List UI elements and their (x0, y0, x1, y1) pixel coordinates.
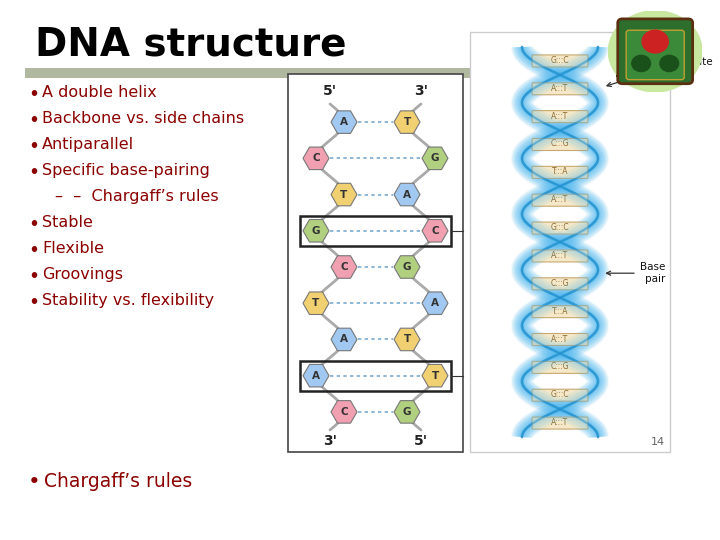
Text: Antiparallel: Antiparallel (42, 137, 134, 152)
Text: C: C (340, 262, 348, 272)
Text: Specific base-pairing: Specific base-pairing (42, 163, 210, 178)
FancyBboxPatch shape (532, 194, 588, 206)
Text: DNA structure: DNA structure (35, 25, 346, 63)
FancyBboxPatch shape (532, 278, 588, 290)
Text: A:::T: A:::T (552, 112, 569, 120)
FancyBboxPatch shape (532, 138, 588, 151)
Text: A double helix: A double helix (42, 85, 157, 100)
Text: 5': 5' (323, 84, 337, 98)
Text: •: • (28, 267, 39, 286)
Text: G:::C: G:::C (551, 390, 570, 399)
Text: G: G (402, 262, 411, 272)
Text: A:::T: A:::T (552, 334, 569, 343)
Circle shape (608, 11, 702, 92)
Text: T: T (312, 298, 320, 308)
Text: •: • (28, 111, 39, 130)
Text: A:::T: A:::T (552, 84, 569, 93)
FancyBboxPatch shape (532, 306, 588, 318)
Text: C:::G: C:::G (551, 362, 570, 372)
Text: Chargaff’s rules: Chargaff’s rules (44, 472, 192, 491)
Text: A: A (431, 298, 439, 308)
Text: •: • (28, 85, 39, 104)
Bar (288, 74, 463, 452)
FancyBboxPatch shape (532, 250, 588, 262)
FancyBboxPatch shape (618, 19, 693, 84)
FancyBboxPatch shape (532, 55, 588, 67)
Text: G:::C: G:::C (551, 56, 570, 65)
FancyBboxPatch shape (532, 83, 588, 95)
Text: 14: 14 (651, 437, 665, 447)
Circle shape (632, 55, 651, 71)
Text: •: • (28, 137, 39, 156)
FancyBboxPatch shape (532, 361, 588, 373)
Text: C: C (431, 226, 438, 236)
Text: A: A (340, 117, 348, 127)
FancyBboxPatch shape (25, 68, 665, 78)
FancyBboxPatch shape (532, 334, 588, 346)
FancyBboxPatch shape (532, 222, 588, 234)
Text: T: T (341, 190, 348, 200)
Text: Groovings: Groovings (42, 267, 123, 282)
Text: Backbone vs. side chains: Backbone vs. side chains (42, 111, 244, 126)
Text: G: G (402, 407, 411, 417)
Text: C: C (312, 153, 320, 163)
FancyBboxPatch shape (532, 417, 588, 429)
Text: A: A (312, 370, 320, 381)
Text: G: G (431, 153, 439, 163)
Text: T:::A: T:::A (552, 167, 568, 177)
Text: A:::T: A:::T (552, 251, 569, 260)
Text: 3': 3' (323, 434, 337, 448)
Bar (470, 32, 670, 452)
Text: T: T (431, 370, 438, 381)
Text: Stable: Stable (42, 215, 93, 230)
Text: 3': 3' (414, 84, 428, 98)
FancyBboxPatch shape (532, 389, 588, 401)
Text: C: C (340, 407, 348, 417)
Text: C:::G: C:::G (551, 139, 570, 148)
Text: •: • (28, 215, 39, 234)
Bar (300, 216, 451, 246)
Text: A:::T: A:::T (552, 195, 569, 204)
Text: T: T (403, 334, 410, 345)
Text: Sugar – phosphate
backbone: Sugar – phosphate backbone (607, 57, 713, 86)
Text: G:::C: G:::C (551, 223, 570, 232)
Text: –  –  Chargaff’s rules: – – Chargaff’s rules (55, 189, 219, 204)
Text: •: • (28, 472, 41, 492)
Text: •: • (28, 293, 39, 312)
Text: Stability vs. flexibility: Stability vs. flexibility (42, 293, 214, 308)
FancyBboxPatch shape (532, 111, 588, 123)
Text: T: T (403, 117, 410, 127)
Circle shape (660, 55, 679, 71)
FancyBboxPatch shape (532, 166, 588, 178)
Text: Base
pair: Base pair (606, 262, 665, 284)
Text: T:::A: T:::A (552, 307, 568, 316)
FancyBboxPatch shape (626, 30, 684, 79)
Text: 5': 5' (414, 434, 428, 448)
Text: A: A (340, 334, 348, 345)
Text: A: A (403, 190, 411, 200)
Text: C:::G: C:::G (551, 279, 570, 288)
Text: G: G (312, 226, 320, 236)
Text: •: • (28, 163, 39, 182)
Text: •: • (28, 241, 39, 260)
Circle shape (642, 30, 668, 53)
Text: A:::T: A:::T (552, 418, 569, 427)
Text: Flexible: Flexible (42, 241, 104, 256)
Bar (300, 361, 451, 390)
